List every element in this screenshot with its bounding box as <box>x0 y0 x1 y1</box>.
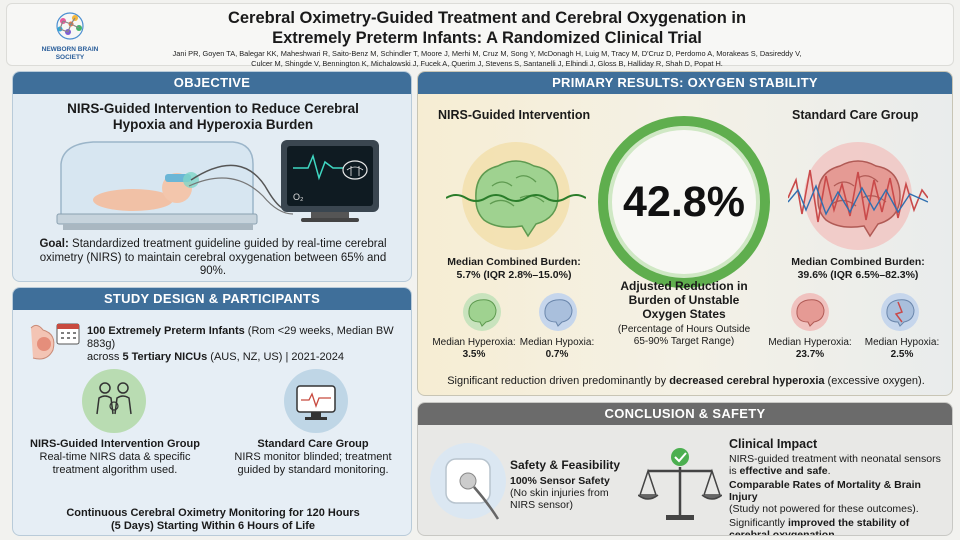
objective-heading: OBJECTIVE <box>13 72 411 94</box>
group2-title: Standard Care Group <box>257 438 369 450</box>
parent-caregiver-icon <box>82 369 146 433</box>
study-design-panel: STUDY DESIGN & PARTICIPANTS 100 Extremel… <box>12 287 412 536</box>
stable-brain-icon <box>446 142 586 250</box>
study-design-heading: STUDY DESIGN & PARTICIPANTS <box>13 288 411 310</box>
reduction-ring: 42.8% <box>598 116 770 288</box>
monitoring-duration-text: Continuous Cerebral Oximetry Monitoring … <box>66 507 360 532</box>
standard-hypoxia-brain-icon <box>881 293 919 331</box>
incubator-illustration: O₂ <box>56 140 379 230</box>
safety-text: 100% Sensor Safety (No skin injuries fro… <box>510 475 610 511</box>
clinical-impact-title: Clinical Impact <box>729 437 818 451</box>
unstable-brain-icon <box>788 142 928 250</box>
pregnancy-calendar-icon <box>30 323 80 360</box>
logo-text: NEWBORN BRAIN SOCIETY <box>41 46 99 61</box>
standard-hyperoxia-brain-icon <box>791 293 829 331</box>
results-summary: Significant reduction driven predominant… <box>447 375 925 387</box>
group2-description: NIRS monitor blinded; treatment guided b… <box>234 451 392 476</box>
primary-results-panel: PRIMARY RESULTS: OXYGEN STABILITY NIRS-G… <box>417 71 953 396</box>
safety-title: Safety & Feasibility <box>510 458 621 472</box>
participants-text: 100 Extremely Preterm Infants (Rom <29 w… <box>87 325 394 363</box>
group1-description: Real-time NIRS data & specific treatment… <box>39 451 191 476</box>
objective-subtitle: NIRS-Guided Intervention to Reduce Cereb… <box>67 101 359 132</box>
standard-hypoxia: Median Hypoxia: 2.5% <box>864 337 940 360</box>
adjusted-reduction-note: (Percentage of Hours Outside 65-90% Targ… <box>617 324 751 347</box>
results-heading: PRIMARY RESULTS: OXYGEN STABILITY <box>418 72 952 94</box>
standard-group-label: Standard Care Group <box>792 108 919 122</box>
standard-combined-burden: Median Combined Burden: 39.6% (IQR 6.5%–… <box>791 256 925 281</box>
nirs-sensor-icon <box>430 443 506 520</box>
standard-monitor-icon <box>284 369 348 433</box>
infant-icon <box>93 189 173 211</box>
author-list: Jani PR, Goyen TA, Balegar KK, Maheshwar… <box>172 49 802 68</box>
brain-network-icon <box>56 12 84 40</box>
header: NEWBORN BRAIN SOCIETY Cerebral Oximetry-… <box>6 3 954 68</box>
adjusted-reduction-label: Adjusted Reduction in Burden of Unstable… <box>620 279 748 321</box>
conclusion-heading: CONCLUSION & SAFETY <box>418 403 952 425</box>
nirs-group-label: NIRS-Guided Intervention <box>438 108 591 122</box>
clinical-impact-text: NIRS-guided treatment with neonatal sens… <box>729 453 941 536</box>
monitor-label: O₂ <box>293 192 304 202</box>
balance-scale-icon <box>638 448 722 520</box>
goal-text: Goal: Standardized treatment guideline g… <box>39 238 387 277</box>
nirs-hyperoxia-brain-icon <box>463 293 501 331</box>
nirs-hyperoxia: Median Hyperoxia: 3.5% <box>432 337 516 360</box>
nirs-combined-burden: Median Combined Burden: 5.7% (IQR 2.8%–1… <box>447 256 581 281</box>
nirs-hypoxia: Median Hypoxia: 0.7% <box>519 337 595 360</box>
page-title: Cerebral Oximetry-Guided Treatment and C… <box>227 9 747 47</box>
conclusion-panel: CONCLUSION & SAFETY Safety & Feasibility… <box>417 402 953 536</box>
newborn-brain-society-logo: NEWBORN BRAIN SOCIETY <box>35 8 105 66</box>
objective-panel: OBJECTIVE NIRS-Guided Intervention to Re… <box>12 71 412 282</box>
nirs-hypoxia-brain-icon <box>539 293 577 331</box>
reduction-value: 42.8% <box>623 178 745 226</box>
standard-hyperoxia: Median Hyperoxia: 23.7% <box>768 337 852 360</box>
group1-title: NIRS-Guided Intervention Group <box>30 438 200 450</box>
